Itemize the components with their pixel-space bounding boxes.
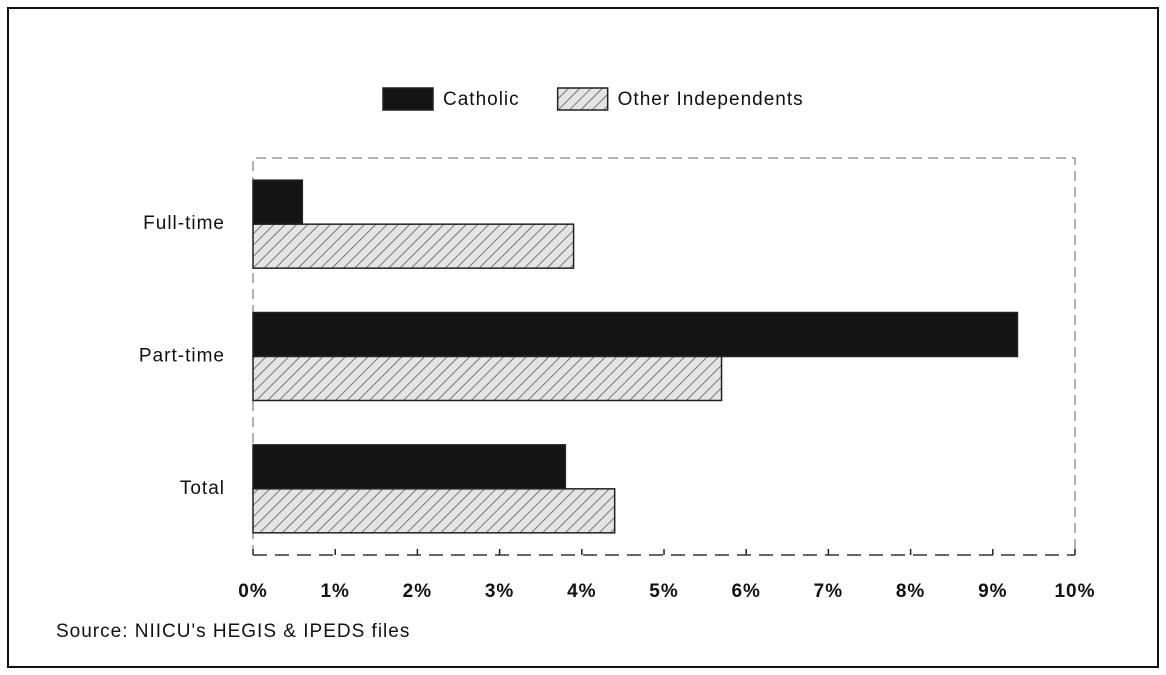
bar [252, 355, 723, 402]
x-tick-label: 1% [320, 581, 349, 602]
legend-swatch [382, 87, 434, 111]
y-tick-label: Part-time [139, 346, 225, 367]
bar [252, 488, 616, 534]
x-tick-label: 9% [978, 581, 1007, 602]
x-tick-label: 5% [649, 581, 678, 602]
bar [252, 223, 575, 269]
x-tick-label: 2% [403, 581, 432, 602]
x-tick-label: 4% [567, 581, 596, 602]
legend-label: Catholic [443, 89, 520, 110]
x-tick-label: 8% [896, 581, 925, 602]
frame [7, 7, 1159, 668]
x-tick-label: 3% [485, 581, 514, 602]
x-tick-label: 0% [238, 581, 267, 602]
x-tick-label: 7% [814, 581, 843, 602]
legend-label: Other Independents [618, 89, 804, 110]
x-tick-label: 6% [731, 581, 760, 602]
x-tick-label: 10% [1054, 581, 1095, 602]
bar [252, 311, 1019, 358]
source-note: Source: NIICU's HEGIS & IPEDS files [56, 621, 410, 642]
y-tick-label: Full-time [143, 213, 225, 234]
y-tick-label: Total [180, 478, 225, 499]
bar [252, 179, 304, 225]
legend-swatch [556, 87, 609, 111]
bar [252, 444, 567, 490]
